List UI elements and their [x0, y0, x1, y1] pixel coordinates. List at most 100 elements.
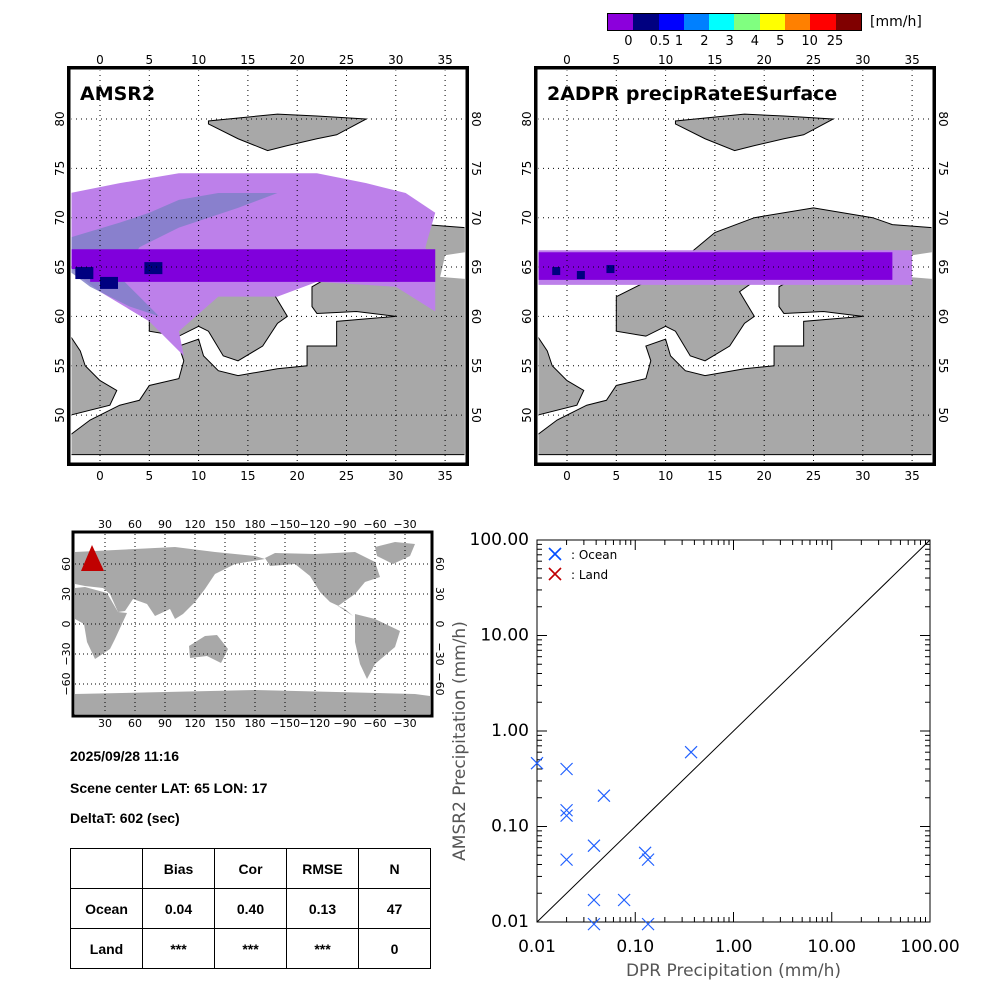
precip-band [538, 252, 893, 280]
lon-tick-label-bottom: −60 [363, 717, 386, 730]
lat-tick-label-right: 70 [936, 210, 950, 225]
table-cell: 47 [358, 888, 431, 929]
lon-tick-label-bottom: −150 [270, 717, 300, 730]
lon-tick-label-top: 15 [707, 53, 722, 67]
colorbar-swatch [759, 14, 786, 30]
lat-tick-label-left: 80 [53, 111, 67, 126]
map-title: AMSR2 [80, 83, 155, 105]
legend-marker-icon [548, 547, 562, 561]
lon-tick-label-bottom: 15 [240, 469, 255, 483]
precip-high-cell [75, 267, 94, 280]
precip-high-cell [552, 267, 561, 276]
land-svalbard [674, 113, 836, 152]
map-frame-inner [537, 69, 933, 463]
colorbar-labels: 0 0.5 1 2 3 4 5 10 25 [607, 34, 867, 50]
map-title: 2ADPR precipRateESurface [547, 83, 837, 105]
continent [375, 542, 415, 564]
lon-tick-label-bottom: 20 [290, 469, 305, 483]
white-sea [440, 252, 465, 279]
colorbar-swatch [785, 14, 811, 30]
table-row: Land *** *** *** 0 [70, 928, 431, 969]
colorbar-swatch [734, 14, 760, 30]
scene-center: Scene center LAT: 65 LON: 17 [70, 780, 268, 796]
land-svalbard [207, 113, 369, 152]
lon-tick-label-top: 20 [757, 53, 772, 67]
lat-tick-label-left: 70 [53, 210, 67, 225]
x-tick-label: 0.01 [518, 937, 556, 957]
colorbar-swatch [608, 14, 634, 30]
lon-tick-label-top: 30 [855, 53, 870, 67]
table-header: Bias [142, 848, 215, 889]
lat-tick-label-left: 60 [53, 309, 67, 324]
map-content [538, 70, 932, 462]
precip-band [71, 249, 436, 282]
data-point [587, 893, 601, 907]
table-header: N [358, 848, 431, 889]
map-frame-inner [70, 69, 466, 463]
continent [355, 614, 400, 679]
white-sea [907, 252, 932, 279]
lon-tick-label-top: 35 [904, 53, 919, 67]
lon-tick-label-top: 20 [290, 53, 305, 67]
table-header: RMSE [286, 848, 359, 889]
lat-tick-label-right: −60 [433, 672, 446, 695]
colorbar-swatch [683, 14, 710, 30]
lon-tick-label-top: −30 [393, 518, 416, 531]
lat-tick-label-left: 50 [53, 407, 67, 422]
lon-tick-label-bottom: 5 [145, 469, 153, 483]
table-cell: *** [142, 928, 215, 969]
lat-tick-label-right: 60 [433, 557, 446, 571]
precip-low [71, 193, 278, 317]
colorbar-swatch [658, 14, 684, 30]
y-tick-label: 10.00 [480, 626, 529, 646]
colorbar [607, 13, 862, 31]
lon-tick-label-top: 35 [437, 53, 452, 67]
colorbar-label: 3 [725, 34, 734, 49]
lat-tick-label-left: 60 [520, 309, 534, 324]
dpr-map: 2ADPR precipRateESurface0055101015152020… [520, 53, 950, 483]
map-frame [534, 66, 936, 466]
lon-tick-label-top: −120 [300, 518, 330, 531]
lat-tick-label-right: 55 [936, 358, 950, 373]
colorbar-swatch [835, 14, 861, 30]
lon-tick-label-top: 5 [145, 53, 153, 67]
lon-tick-label-bottom: 0 [96, 469, 104, 483]
colorbar-label: 5 [776, 34, 785, 49]
lon-tick-label-bottom: 30 [855, 469, 870, 483]
lat-tick-label-right: 0 [433, 621, 446, 628]
continent [189, 635, 228, 663]
lon-tick-label-bottom: 5 [612, 469, 620, 483]
lat-tick-label-right: 50 [936, 407, 950, 422]
continent [75, 547, 265, 619]
one-to-one-line [536, 539, 931, 923]
lon-tick-label-bottom: 15 [707, 469, 722, 483]
data-point [587, 839, 601, 853]
lon-tick-label-top: −60 [363, 518, 386, 531]
table-cell: 0.40 [214, 888, 287, 929]
lat-tick-label-left: −60 [60, 672, 73, 695]
x-tick-label: 10.00 [807, 937, 856, 957]
precip-high-cell [606, 265, 615, 274]
lat-tick-label-left: 55 [520, 358, 534, 373]
lon-tick-label-bottom: 120 [185, 717, 206, 730]
table-row: Ocean 0.04 0.40 0.13 47 [70, 888, 431, 929]
lon-tick-label-bottom: 10 [658, 469, 673, 483]
lat-tick-label-left: 0 [60, 621, 73, 628]
table-cell: 0.13 [286, 888, 359, 929]
lat-tick-label-left: 65 [520, 259, 534, 274]
data-point [560, 803, 574, 817]
data-point [641, 853, 655, 867]
y-axis-label: AMSR2 Precipitation (mm/h) [450, 621, 470, 861]
table-cell: *** [286, 928, 359, 969]
lon-tick-label-top: −150 [270, 518, 300, 531]
precip-high-cell [144, 262, 163, 275]
lon-tick-label-bottom: −90 [333, 717, 356, 730]
data-point [684, 745, 698, 759]
colorbar-swatch [709, 14, 735, 30]
lat-tick-label-left: 75 [53, 161, 67, 176]
scene-location-marker-icon [81, 545, 104, 571]
x-tick-label: 0.10 [616, 937, 654, 957]
map-content [71, 70, 465, 462]
colorbar-label: 1 [674, 34, 684, 49]
